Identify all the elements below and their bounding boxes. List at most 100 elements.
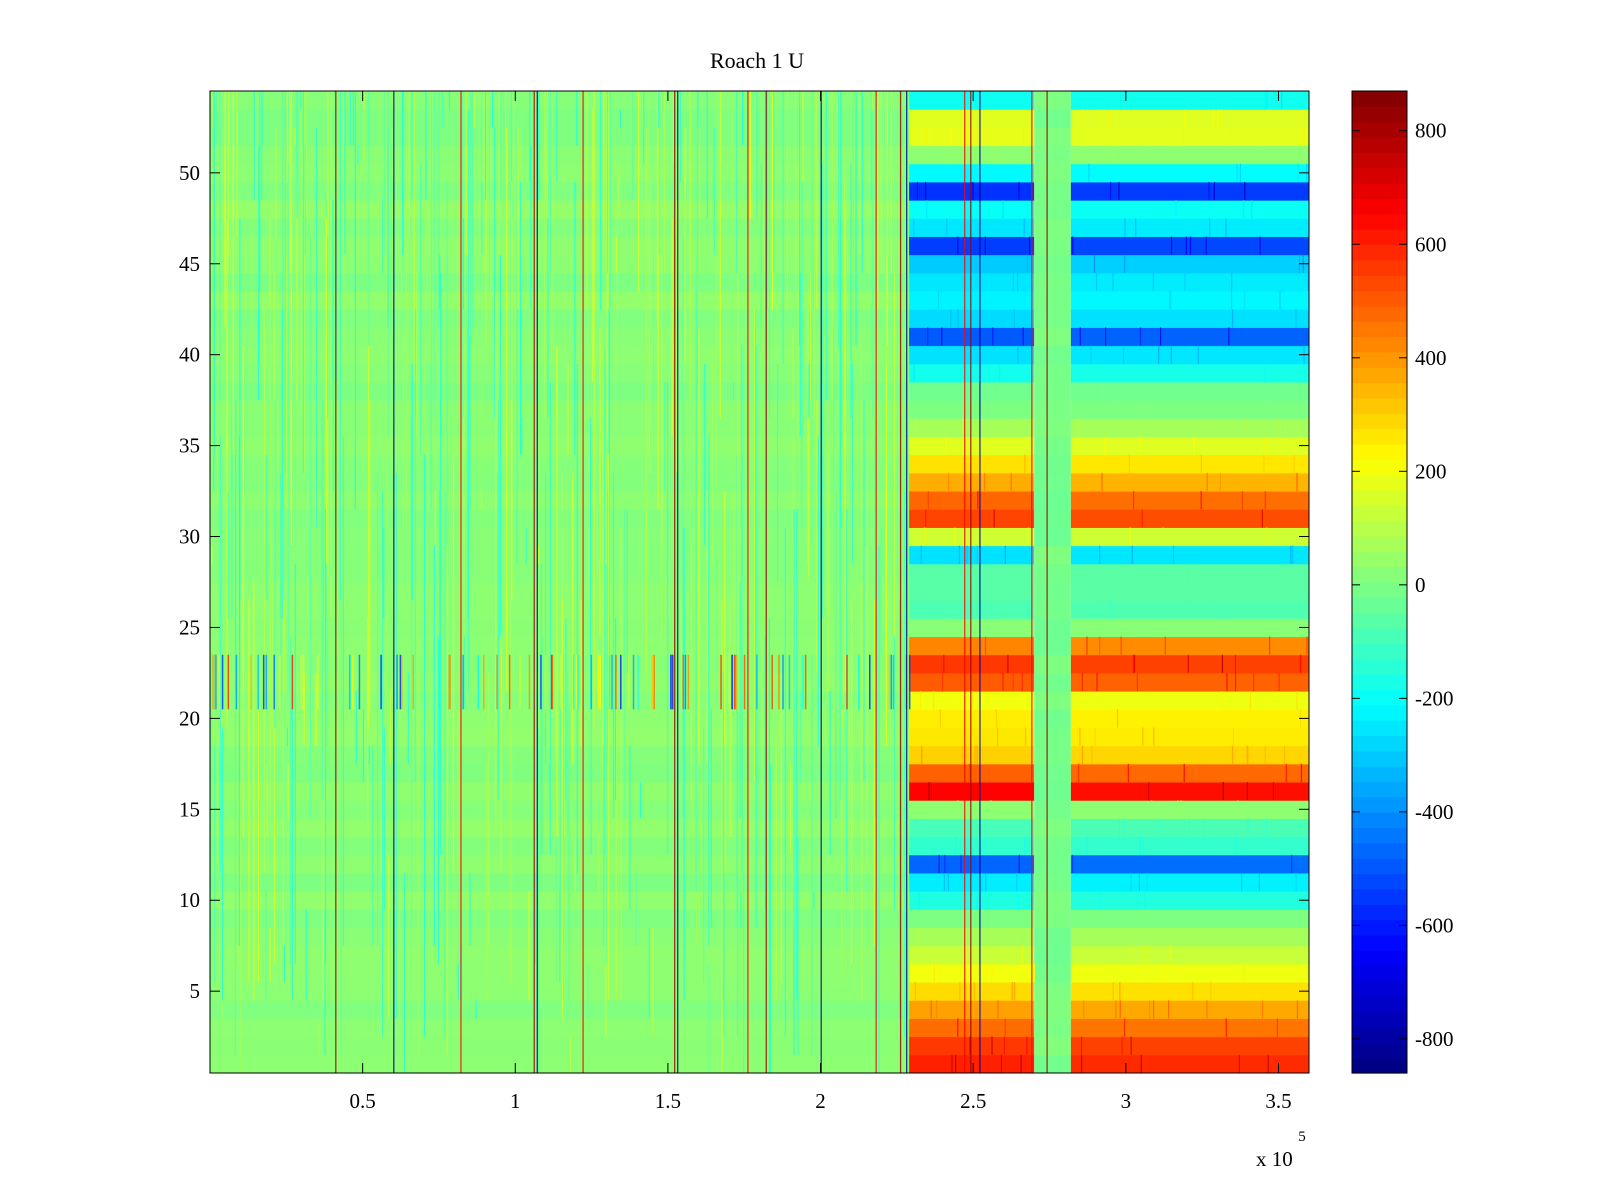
heatmap-streak [586, 91, 588, 310]
heatmap-texture [1130, 1036, 1132, 1055]
heatmap-texture [1148, 945, 1150, 964]
heatmap-texture [920, 545, 922, 564]
heatmap-streak [828, 491, 831, 564]
heatmap-texture [1292, 545, 1294, 564]
colorbar-band [1352, 674, 1407, 691]
heatmap-streak [438, 491, 441, 801]
heatmap-streak [344, 91, 346, 255]
heatmap-row-gap [1034, 636, 1071, 656]
heatmap-texture [1297, 163, 1299, 182]
heatmap-streak [782, 91, 784, 364]
heatmap-texture [1287, 927, 1289, 946]
heatmap-texture [1206, 1000, 1208, 1019]
x-tick-label: 2.5 [960, 1089, 986, 1113]
heatmap-texture [1206, 472, 1208, 492]
heatmap-row-baseline [210, 782, 910, 801]
heatmap-streak [546, 91, 549, 219]
heatmap-streak [429, 91, 431, 364]
heatmap-streak [258, 145, 260, 364]
heatmap-streak [327, 91, 329, 237]
heatmap-streak [737, 91, 739, 655]
colorbar-band [1352, 612, 1407, 629]
heatmap-texture [1030, 909, 1032, 928]
heatmap-streak [271, 582, 274, 728]
colorbar-axis: 800 600 400 200 0 -200 -400 -600 -800 [1352, 119, 1454, 1051]
heatmap-row-active-1 [909, 236, 1035, 256]
heatmap-texture [948, 563, 951, 582]
heatmap-streak [488, 672, 490, 946]
heatmap-texture [1225, 218, 1227, 237]
heatmap-streak [619, 109, 621, 128]
heatmap-streak [253, 91, 255, 201]
heatmap-texture [1302, 127, 1304, 146]
heatmap-texture [927, 327, 929, 346]
heatmap-texture [1244, 181, 1246, 201]
heatmap-streak [534, 872, 536, 964]
heatmap-streak [437, 636, 440, 964]
heatmap-streak [680, 600, 682, 710]
heatmap-streak [269, 218, 271, 819]
heatmap-row-gap [1034, 254, 1071, 274]
heatmap-streak [388, 854, 390, 1019]
heatmap-row-active-2 [1070, 472, 1309, 492]
heatmap-streak [372, 745, 374, 946]
heatmap-streak [743, 872, 745, 1073]
heatmap-streak [279, 618, 281, 655]
heatmap-streak [224, 91, 226, 292]
heatmap-streak [433, 91, 436, 419]
heatmap-streak [423, 454, 426, 1037]
heatmap-streak [310, 236, 312, 819]
heatmap-row-active-2 [1070, 509, 1309, 528]
heatmap-texture [1142, 836, 1144, 855]
colorbar-tick-label: 400 [1415, 346, 1447, 370]
spike-column [1046, 91, 1048, 1073]
heatmap-texture [972, 691, 974, 710]
heatmap-streak [475, 1000, 477, 1019]
heatmap-band-noise [620, 654, 622, 710]
heatmap-streak [861, 91, 863, 273]
heatmap-band-noise [597, 654, 600, 710]
heatmap-texture [997, 1000, 999, 1019]
heatmap-row-active-2 [1070, 254, 1309, 274]
heatmap-streak [210, 654, 212, 1001]
heatmap-streak [261, 91, 263, 201]
heatmap-texture [1108, 963, 1110, 983]
heatmap-texture [1264, 745, 1266, 764]
heatmap-texture [1132, 654, 1135, 673]
colorbar-band [1352, 91, 1407, 107]
heatmap-row-gap [1034, 763, 1071, 783]
heatmap-streak [544, 91, 546, 419]
heatmap-streak [668, 291, 670, 619]
colorbar-band [1352, 459, 1407, 476]
heatmap-streak [497, 400, 499, 801]
heatmap-streak [720, 91, 722, 164]
heatmap-texture [1276, 1018, 1278, 1037]
heatmap-texture [938, 854, 940, 873]
heatmap-streak [561, 600, 564, 1019]
heatmap-band-noise [611, 654, 613, 710]
heatmap-streak [906, 636, 909, 801]
heatmap-row-active-2 [1070, 691, 1309, 710]
heatmap-texture [1187, 654, 1189, 673]
heatmap-streak [799, 691, 801, 783]
heatmap-row-gap [1034, 381, 1071, 401]
heatmap-texture [1026, 1036, 1028, 1055]
chart-title: Roach 1 U [710, 48, 804, 73]
heatmap-streak [284, 91, 286, 473]
colorbar-tick-label: 0 [1415, 573, 1426, 597]
heatmap-streak [506, 127, 508, 692]
heatmap-texture [1237, 800, 1239, 819]
heatmap-texture [1170, 291, 1172, 310]
heatmap-texture [1017, 891, 1020, 910]
heatmap-band-noise [735, 654, 737, 710]
heatmap-streak [769, 763, 772, 1073]
heatmap-texture [914, 982, 916, 1001]
heatmap-streak [273, 272, 276, 510]
colorbar-band [1352, 566, 1407, 583]
heatmap-streak [841, 709, 843, 728]
heatmap-row-gap [1034, 509, 1071, 528]
heatmap-streak [710, 709, 712, 928]
heatmap-band-noise [778, 654, 780, 710]
heatmap-texture [1104, 436, 1106, 455]
heatmap-band-noise [262, 654, 265, 710]
